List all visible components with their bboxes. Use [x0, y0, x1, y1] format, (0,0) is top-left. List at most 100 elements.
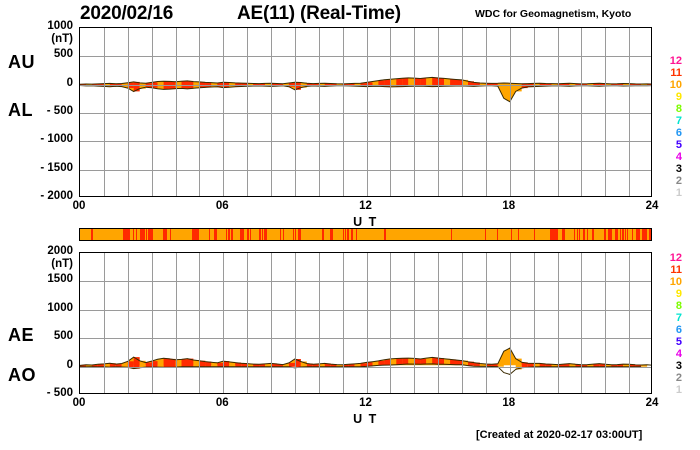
- gridline-vertical: [319, 253, 320, 393]
- availability-segment: [108, 229, 109, 240]
- availability-segment: [580, 229, 581, 240]
- au-al-ytick-label: - 1500: [0, 162, 73, 174]
- legend-station-count-7: 7: [676, 313, 682, 324]
- ae-ao-xtick-label: 00: [64, 397, 94, 409]
- legend-station-count-3: 3: [676, 164, 682, 175]
- legend-station-count-4: 4: [676, 152, 682, 163]
- legend-station-count-6: 6: [676, 325, 682, 336]
- gridline-vertical: [510, 253, 511, 393]
- gridline-vertical: [390, 253, 391, 393]
- legend-station-count-1: 1: [676, 188, 682, 199]
- chart-header: 2020/02/16 AE(11) (Real-Time) WDC for Ge…: [0, 0, 700, 26]
- availability-segment: [302, 229, 304, 240]
- availability-segment: [328, 229, 329, 240]
- availability-segment: [134, 229, 137, 240]
- gridline-vertical: [486, 253, 487, 393]
- au-al-xtick-label: 24: [637, 200, 667, 212]
- gridline-horizontal: [80, 56, 651, 57]
- gridline-vertical: [367, 253, 368, 393]
- au-al-ytick-label: 500: [0, 48, 73, 60]
- ae-ao-yaxis-unit: (nT): [0, 258, 73, 270]
- availability-segment: [518, 229, 519, 240]
- ae-ao-xtick-label: 24: [637, 397, 667, 409]
- gridline-horizontal: [80, 310, 651, 311]
- availability-segment: [227, 229, 228, 240]
- availability-segment: [565, 229, 567, 240]
- availability-segment: [606, 229, 608, 240]
- availability-segment: [184, 229, 187, 240]
- availability-segment: [274, 229, 277, 240]
- availability-segment: [296, 229, 298, 240]
- availability-segment: [511, 229, 512, 240]
- availability-segment: [289, 229, 290, 240]
- gridline-horizontal: [80, 281, 651, 282]
- availability-segment: [540, 229, 543, 240]
- gridline-vertical: [438, 253, 439, 393]
- availability-segment: [647, 229, 649, 240]
- availability-segment: [117, 229, 119, 240]
- availability-segment: [595, 229, 597, 240]
- availability-segment: [103, 229, 104, 240]
- availability-segment: [485, 229, 486, 240]
- availability-segment: [621, 229, 622, 240]
- legend-station-count-5: 5: [676, 140, 682, 151]
- ae-ao-xtick-label: 12: [351, 397, 381, 409]
- legend-station-count-12: 12: [670, 56, 682, 67]
- availability-segment: [177, 229, 180, 240]
- availability-segment: [560, 229, 562, 240]
- availability-segment: [190, 229, 192, 240]
- availability-segment: [320, 229, 322, 240]
- availability-segment: [353, 229, 354, 240]
- availability-segment: [350, 229, 351, 240]
- availability-segment: [153, 229, 154, 240]
- legend-station-count-9: 9: [676, 92, 682, 103]
- legend-station-count-10: 10: [670, 80, 682, 91]
- availability-segment: [154, 229, 156, 240]
- availability-segment: [80, 229, 81, 240]
- availability-segment: [324, 229, 325, 240]
- availability-segment: [634, 229, 635, 240]
- availability-segment: [88, 229, 90, 240]
- availability-segment: [187, 229, 188, 240]
- gridline-vertical: [534, 253, 535, 393]
- au-al-plot-area: [79, 27, 652, 197]
- availability-segment: [287, 229, 288, 240]
- availability-segment: [254, 229, 256, 240]
- availability-segment: [346, 229, 347, 240]
- availability-segment: [318, 229, 319, 240]
- gridline-vertical: [343, 253, 344, 393]
- ae-ao-ytick-label: 1000: [0, 302, 73, 314]
- gridline-vertical: [605, 253, 606, 393]
- page-title: AE(11) (Real-Time): [237, 3, 401, 25]
- availability-segment: [139, 229, 140, 240]
- ae-ao-ytick-label: 500: [0, 330, 73, 342]
- availability-segment: [261, 229, 262, 240]
- gridline-vertical: [152, 253, 153, 393]
- legend-station-count-1: 1: [676, 385, 682, 396]
- au-al-xtick-label: 00: [64, 200, 94, 212]
- legend-station-count-5: 5: [676, 337, 682, 348]
- legend-station-count-4: 4: [676, 349, 682, 360]
- ae-ao-ytick-label: - 500: [0, 387, 73, 399]
- availability-segment: [218, 229, 221, 240]
- availability-segment: [306, 229, 307, 240]
- gridline-vertical: [581, 253, 582, 393]
- availability-segment: [167, 229, 169, 240]
- ae-ao-trace: [80, 253, 652, 394]
- legend-station-count-3: 3: [676, 361, 682, 372]
- legend-station-count-6: 6: [676, 128, 682, 139]
- availability-segment: [581, 229, 582, 240]
- availability-segment: [451, 229, 452, 240]
- availability-segment: [309, 229, 311, 240]
- au-al-xtick-label: 12: [351, 200, 381, 212]
- availability-segment: [278, 229, 279, 240]
- availability-segment: [207, 229, 208, 240]
- legend-station-count-8: 8: [676, 301, 682, 312]
- availability-segment: [618, 229, 620, 240]
- availability-segment: [120, 229, 122, 240]
- availability-segment: [162, 229, 163, 240]
- availability-segment: [267, 229, 270, 240]
- availability-segment: [337, 229, 338, 240]
- legend-station-count-7: 7: [676, 116, 682, 127]
- availability-segment: [590, 229, 592, 240]
